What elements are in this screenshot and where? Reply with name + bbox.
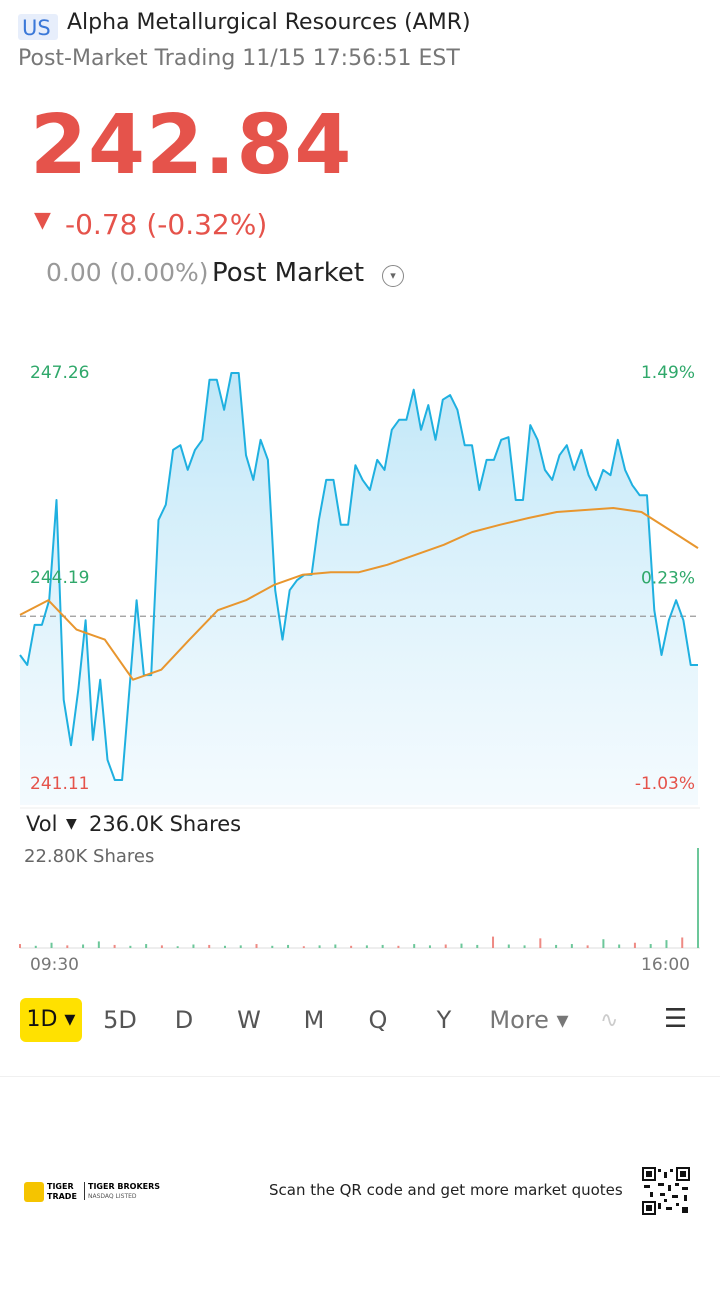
post-label: Post Market [212, 258, 365, 288]
status: Post-Market Trading 11/15 17:56:51 EST [18, 46, 460, 71]
volume-bar [145, 944, 148, 948]
volume-bar [397, 945, 400, 948]
x-label: 09:30 [30, 955, 79, 975]
vol-arrow[interactable]: ▼ [66, 816, 77, 832]
vol-label: Vol [26, 812, 58, 836]
volume-bar [555, 944, 558, 948]
volume-bar [697, 848, 699, 948]
volume-bar [239, 945, 242, 948]
volume-bar [350, 945, 353, 948]
volume-bar [97, 941, 100, 948]
volume-bar [681, 937, 684, 948]
volume-bar [413, 944, 416, 948]
volume-bar [334, 944, 337, 948]
tab[interactable]: W [237, 1006, 261, 1034]
card-edge [0, 1076, 720, 1077]
settings-icon[interactable]: ☰ [664, 1004, 688, 1034]
tab[interactable]: D [174, 1006, 194, 1034]
volume-bar [381, 944, 384, 948]
down-arrow: ▼ [34, 208, 51, 233]
brand: TIGER TRADE [47, 1182, 77, 1201]
listed: NASDAQ LISTED [88, 1193, 137, 1200]
volume-bar [602, 939, 605, 948]
volume-bar [192, 944, 195, 948]
volume-bar [255, 944, 258, 948]
market: US [22, 16, 51, 40]
post-change: 0.00 (0.00%) [46, 258, 209, 287]
volume-bar [66, 945, 69, 948]
logo-sep [84, 1182, 85, 1200]
volume-bar [223, 945, 226, 948]
logo-icon [24, 1182, 44, 1202]
cta: Scan the QR code and get more market quo… [269, 1181, 623, 1199]
volume-bar [476, 944, 479, 948]
y-tick-label: 241.11 [30, 774, 89, 794]
price-area [20, 373, 698, 805]
volume-bar [365, 945, 368, 948]
tab[interactable]: M [303, 1006, 325, 1034]
volume-bar [649, 944, 652, 948]
market-badge [18, 14, 58, 40]
volume-bar [129, 945, 132, 948]
volume-bar [271, 945, 274, 948]
stock-name: Alpha Metallurgical Resources (AMR) [67, 10, 471, 35]
indicator-icon[interactable]: ∿ [600, 1008, 619, 1033]
average-line [19, 507, 699, 681]
volume-bar [492, 936, 495, 948]
tab[interactable]: Q [368, 1006, 388, 1034]
price-line [19, 372, 698, 781]
volume-bar [428, 945, 431, 948]
volume-bar [208, 944, 211, 948]
volume-bar [82, 944, 85, 948]
volume-bar [570, 944, 573, 948]
volume-bar [539, 938, 542, 948]
volume-bar [665, 940, 668, 948]
dropdown-icon[interactable]: ▾ [382, 265, 404, 287]
x-label: 16:00 [641, 955, 690, 975]
y-tick-label: 247.26 [30, 363, 89, 383]
volume-bar [19, 944, 21, 948]
volume-bar [176, 946, 179, 948]
tab[interactable]: 5D [103, 1006, 137, 1034]
y-tick-label: 244.19 [30, 568, 89, 588]
volume-bar [444, 944, 447, 948]
volume-bar [160, 945, 163, 948]
change: -0.78 (-0.32%) [65, 208, 268, 241]
volume-bar [50, 942, 53, 948]
tab[interactable]: More ▾ [489, 1006, 569, 1034]
vol-total: 236.0K Shares [89, 812, 242, 836]
volume-bar [460, 943, 463, 948]
volume-bar [618, 944, 621, 948]
price: 242.84 [30, 98, 353, 193]
volume-bar [302, 946, 305, 948]
y2-tick-label: 1.49% [641, 363, 695, 383]
y2-tick-label: 0.23% [641, 569, 695, 589]
volume-bar [633, 942, 636, 948]
broker: TIGER BROKERS [88, 1182, 161, 1191]
chart: 241.11 244.19 247.26 -1.03% 0.23% 1.49% 09:30 1… [19, 363, 700, 975]
volume-bar [113, 944, 116, 948]
volume-bar [507, 944, 510, 948]
vol-max: 22.80K Shares [24, 846, 155, 867]
qr-code [642, 1167, 690, 1215]
y2-tick-label: -1.03% [635, 774, 695, 794]
volume-bar [318, 945, 321, 948]
volume-bar [523, 945, 526, 948]
volume-bar [586, 945, 589, 948]
volume-bar [287, 944, 290, 948]
tab[interactable]: 1D ▾ [20, 998, 82, 1042]
volume-bar [34, 945, 37, 948]
tab[interactable]: Y [436, 1006, 452, 1034]
